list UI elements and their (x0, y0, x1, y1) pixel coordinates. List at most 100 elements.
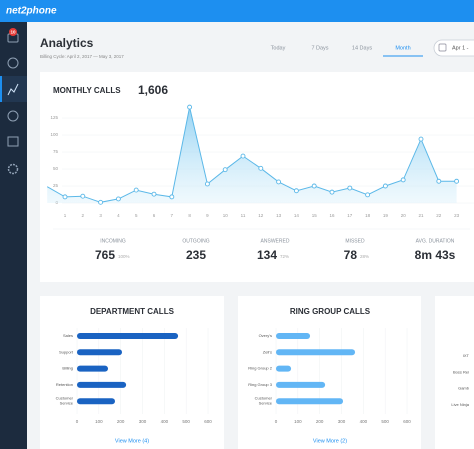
x-tick-label: 1 (64, 213, 67, 218)
x-tick-label: 9 (206, 213, 209, 218)
x-tick-label: 17 (347, 213, 353, 218)
monthly-total: 1,606 (138, 83, 168, 97)
bar (276, 365, 292, 372)
brand-logo[interactable]: net2phone (6, 6, 57, 17)
point (115, 196, 121, 202)
settings-icon[interactable] (7, 163, 19, 175)
point (222, 167, 228, 173)
bar (77, 365, 109, 372)
point (436, 178, 442, 184)
badge-count: 10 (10, 29, 16, 34)
point (365, 192, 371, 198)
x-tick-label: 22 (436, 213, 442, 218)
x-tick-label: 0 (76, 419, 79, 424)
x-tick-label: 16 (329, 213, 335, 218)
category-label: Billing (62, 366, 73, 371)
stat-label: OUTGOING (182, 238, 209, 244)
category-label: Retention (56, 382, 73, 387)
x-tick-label: 400 (161, 419, 169, 424)
x-tick-label: 300 (338, 419, 346, 424)
point (276, 179, 282, 185)
tab[interactable]: 14 Days (352, 45, 372, 51)
x-tick-label: 15 (312, 213, 318, 218)
x-tick-label: 10 (223, 213, 229, 218)
analytics-icon[interactable] (7, 83, 19, 96)
department-card (40, 296, 224, 449)
category-label: Live Ninja (451, 402, 469, 407)
top-bar (0, 0, 474, 22)
ring-group-view-more[interactable]: View More (2) (313, 438, 347, 444)
x-tick-label: 6 (153, 213, 156, 218)
point (347, 185, 353, 191)
category-label: Ring Group 3 (248, 382, 273, 387)
point (62, 194, 68, 200)
x-tick-label: 14 (294, 213, 300, 218)
stat-label: AVG. DURATION (416, 238, 455, 244)
category-label: Customer Service (56, 396, 74, 406)
bar (276, 333, 311, 339)
tab[interactable]: Month (395, 45, 410, 51)
stat-label: ANSWERED (261, 238, 290, 244)
ring-group-title: RING GROUP CALLS (290, 307, 371, 316)
phone-icon[interactable] (7, 136, 19, 147)
billing-cycle: Billing Cycle: April 2, 2017 — May 3, 20… (40, 54, 124, 59)
point (151, 191, 157, 197)
stat-percent: 72% (280, 254, 289, 259)
bar (77, 381, 127, 388)
x-tick-label: 100 (294, 419, 302, 424)
point (418, 136, 424, 142)
stat-value: 765 (95, 248, 115, 262)
department-title: DEPARTMENT CALLS (90, 307, 175, 316)
x-tick-label: 5 (135, 213, 138, 218)
bar (276, 381, 326, 388)
y-tick-label: 25 (53, 183, 59, 188)
line (46, 106, 457, 203)
point (329, 189, 335, 195)
point (400, 177, 406, 183)
point (240, 153, 246, 159)
dashboard-icon[interactable] (7, 57, 19, 69)
category-label: Customer Service (255, 396, 273, 406)
x-tick-label: 21 (418, 213, 424, 218)
category-label: Support (59, 349, 74, 354)
category-label: IXT (463, 353, 470, 358)
monthly-title: MONTHLY CALLS (53, 86, 121, 95)
tab[interactable]: Today (271, 45, 286, 51)
history-icon[interactable] (7, 110, 19, 122)
page-title: Analytics (40, 36, 94, 50)
calendar-icon (438, 43, 447, 52)
x-tick-label: 11 (241, 213, 246, 218)
x-tick-label: 500 (182, 419, 190, 424)
x-tick-label: 300 (139, 419, 147, 424)
x-tick-label: 600 (204, 419, 212, 424)
category-label: Sales (63, 333, 73, 338)
x-tick-label: 500 (381, 419, 389, 424)
sidebar-active (0, 76, 27, 102)
third-card (435, 296, 474, 449)
y-tick-label: 125 (50, 115, 58, 120)
x-tick-label: 600 (403, 419, 411, 424)
tab[interactable]: 7 Days (311, 45, 328, 51)
third-card-labels: IXT Boss Rei Gamb Live Ninja (451, 353, 469, 407)
category-label: Zell's (263, 349, 272, 354)
point (258, 165, 264, 171)
department-view-more[interactable]: View More (4) (115, 438, 149, 444)
stat-percent: 28% (360, 254, 369, 259)
area (47, 107, 457, 203)
stat-percent: 100% (118, 254, 130, 259)
point (311, 183, 317, 189)
point (98, 199, 104, 205)
ring-group-card (238, 296, 421, 449)
point (454, 178, 460, 184)
x-tick-label: 12 (258, 213, 264, 218)
point (293, 188, 299, 194)
x-tick-label: 8 (188, 213, 191, 218)
point (382, 183, 388, 189)
y-tick-label: 50 (53, 166, 59, 171)
bar (77, 398, 115, 405)
stat-value: 8m 43s (415, 248, 456, 262)
point (80, 193, 86, 199)
sidebar-active-marker (0, 76, 2, 102)
